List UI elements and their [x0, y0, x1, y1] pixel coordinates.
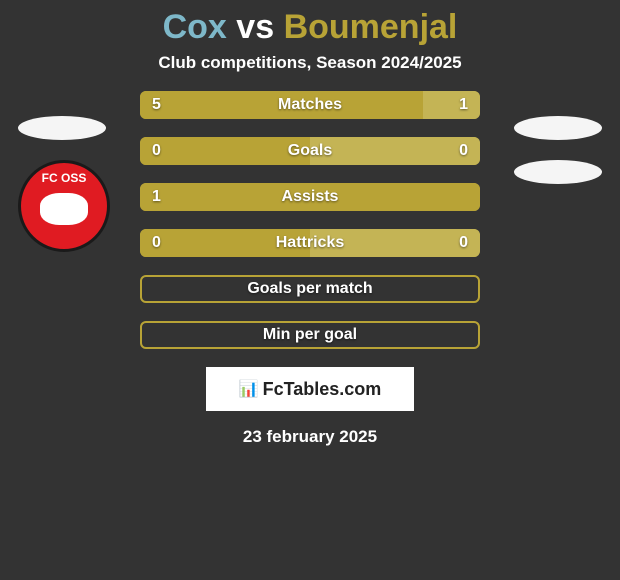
- stat-bar-hattricks: Hattricks0 0: [140, 229, 480, 257]
- bar-label: Assists: [140, 183, 480, 211]
- bar-value-left: 5: [152, 91, 161, 119]
- bar-value-left: 0: [152, 229, 161, 257]
- right-ellipse-2: [514, 160, 602, 184]
- right-ellipse-1: [514, 116, 602, 140]
- player2-name: Boumenjal: [284, 8, 458, 46]
- bars-area: Matches51Goals00Assists1Hattricks00Goals…: [140, 91, 480, 349]
- stat-bar-min-per-goal: Min per goal: [140, 321, 480, 349]
- bull-icon: [40, 193, 88, 225]
- subtitle: Club competitions, Season 2024/2025: [0, 53, 620, 73]
- stat-bar-assists: Assists1: [140, 183, 480, 211]
- footer-date: 23 february 2025: [0, 427, 620, 447]
- stat-bar-goals: Goals0 0: [140, 137, 480, 165]
- club-badge-text: FC OSS: [42, 171, 87, 185]
- left-badges: FC OSS: [18, 116, 110, 252]
- stat-bar-matches: Matches5 1: [140, 91, 480, 119]
- stat-bar-goals-per-match: Goals per match: [140, 275, 480, 303]
- chart-icon: 📊: [239, 379, 259, 399]
- bar-label: Goals: [140, 137, 480, 165]
- bar-value-right: 0: [459, 137, 468, 165]
- bar-value-right: 1: [459, 91, 468, 119]
- footer-site-badge: 📊 FcTables.com: [206, 367, 414, 411]
- right-badges: [514, 116, 602, 204]
- bar-label: Goals per match: [140, 275, 480, 303]
- bar-label: Matches: [140, 91, 480, 119]
- footer-site-text: FcTables.com: [263, 379, 382, 400]
- bar-value-left: 0: [152, 137, 161, 165]
- page-title: Cox vs Boumenjal: [0, 0, 620, 53]
- left-ellipse-1: [18, 116, 106, 140]
- player1-name: Cox: [163, 8, 227, 46]
- vs-text: vs: [236, 8, 274, 46]
- bar-label: Hattricks: [140, 229, 480, 257]
- club-badge-fcoss: FC OSS: [18, 160, 110, 252]
- comparison-infographic: Cox vs Boumenjal Club competitions, Seas…: [0, 0, 620, 580]
- bar-value-left: 1: [152, 183, 161, 211]
- bar-label: Min per goal: [140, 321, 480, 349]
- bar-value-right: 0: [459, 229, 468, 257]
